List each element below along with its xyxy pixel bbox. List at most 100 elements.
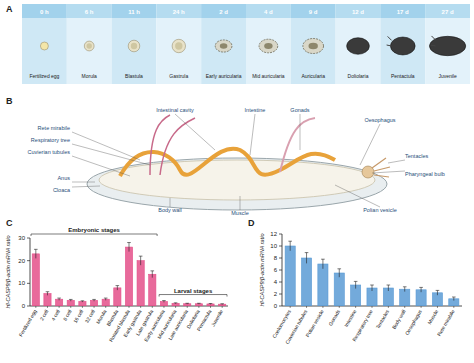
- x-tick: [94, 306, 95, 308]
- stage-label: Pentactula: [391, 73, 415, 79]
- leader-line: [300, 114, 301, 150]
- error-bar: [81, 301, 85, 302]
- x-tick: [187, 306, 188, 308]
- x-tick-label: 4 cell: [50, 309, 61, 322]
- y-tick: [279, 246, 282, 247]
- error-bar: [370, 285, 374, 291]
- leader-line: [372, 171, 405, 173]
- bar: [400, 289, 410, 306]
- y-tick-label: 2: [274, 291, 278, 297]
- panel-label: D: [248, 218, 255, 228]
- stage-image: [429, 36, 465, 55]
- bar: [285, 246, 295, 306]
- x-tick-label: Respiratory tree: [351, 308, 374, 342]
- leader-line: [72, 182, 95, 183]
- x-tick: [355, 306, 356, 308]
- error-bar: [354, 281, 358, 288]
- bar: [195, 304, 202, 306]
- stage-label: Early auricularia: [206, 73, 242, 79]
- bar: [207, 304, 214, 306]
- bar: [149, 274, 156, 306]
- respiratory-tree-shape: [150, 115, 195, 175]
- x-tick-label: Body wall: [391, 309, 407, 331]
- time-cell: [22, 4, 67, 18]
- bars: [32, 243, 226, 306]
- stage-cell: [112, 4, 157, 84]
- error-bar: [69, 299, 73, 301]
- body-cavity: [99, 160, 375, 200]
- stage-label: Fertilized egg: [29, 73, 59, 79]
- bar: [32, 254, 39, 306]
- time-label: 2 d: [219, 9, 228, 15]
- part-label: Respiratory tree: [31, 137, 70, 143]
- panel-label: C: [6, 218, 13, 228]
- leader-line: [240, 196, 241, 210]
- stage-cell: [336, 4, 381, 84]
- time-label: 17 d: [397, 9, 409, 15]
- error-bar: [419, 287, 423, 292]
- leader-line: [72, 156, 130, 176]
- stage-image: [303, 38, 324, 53]
- x-tick-label: Oesophagus: [404, 308, 424, 336]
- error-bar: [436, 290, 440, 295]
- error-bar: [387, 285, 391, 291]
- x-tick: [47, 306, 48, 308]
- error-bar: [452, 297, 456, 301]
- y-tick: [279, 270, 282, 271]
- bar: [160, 301, 167, 306]
- stage-image: [387, 36, 392, 46]
- x-tick: [152, 306, 153, 308]
- x-tick: [222, 306, 223, 308]
- x-tick-label: Intestine: [343, 308, 358, 328]
- time-label: 27 d: [442, 9, 454, 15]
- x-tick: [163, 306, 164, 308]
- y-tick: [279, 294, 282, 295]
- error-bar: [288, 241, 292, 251]
- stage-image: [84, 41, 94, 51]
- error-bar: [46, 292, 50, 296]
- leader-line: [335, 185, 380, 207]
- part-label: Cuvierian tubules: [28, 149, 71, 155]
- bar: [79, 301, 86, 306]
- bar: [334, 273, 344, 306]
- error-bar: [57, 298, 61, 300]
- stage-image: [40, 42, 48, 50]
- x-tick: [70, 306, 71, 308]
- stage-cell: [156, 4, 201, 84]
- x-tick: [82, 306, 83, 308]
- x-tick-label: Pentactula: [195, 308, 212, 332]
- leader-line: [250, 114, 255, 155]
- y-axis: [30, 238, 31, 306]
- time-label: 0 h: [40, 9, 49, 15]
- stage-label: Juvenile: [438, 73, 457, 79]
- panel-label: A: [6, 4, 13, 14]
- time-label: 12 d: [352, 9, 364, 15]
- bar: [125, 247, 132, 306]
- stage-image: [175, 42, 182, 49]
- x-tick: [210, 306, 211, 308]
- y-tick-label: 20: [18, 258, 25, 264]
- time-cell: [336, 4, 381, 18]
- bar: [137, 261, 144, 306]
- stage-label: Morula: [82, 73, 98, 79]
- stage-cell: [22, 4, 67, 84]
- part-label: Gonads: [290, 107, 310, 113]
- stage-label: Blastula: [125, 73, 143, 79]
- y-tick: [279, 306, 282, 307]
- bar: [301, 258, 311, 306]
- stage-image: [131, 43, 137, 49]
- y-tick: [27, 238, 30, 239]
- part-label: Anus: [57, 175, 70, 181]
- x-tick: [290, 306, 291, 308]
- x-tick: [404, 306, 405, 308]
- leader-line: [170, 198, 171, 207]
- x-tick: [175, 306, 176, 308]
- y-axis-title: Hl-CASP9/β-actin mRNA ratio: [259, 234, 265, 307]
- leader-line: [72, 132, 140, 160]
- x-tick: [117, 306, 118, 308]
- x-tick-label: Gonads: [327, 308, 341, 327]
- time-label: 4 d: [264, 9, 273, 15]
- y-tick: [279, 282, 282, 283]
- part-label: Polian vesicle: [363, 207, 397, 213]
- error-bar: [139, 256, 143, 265]
